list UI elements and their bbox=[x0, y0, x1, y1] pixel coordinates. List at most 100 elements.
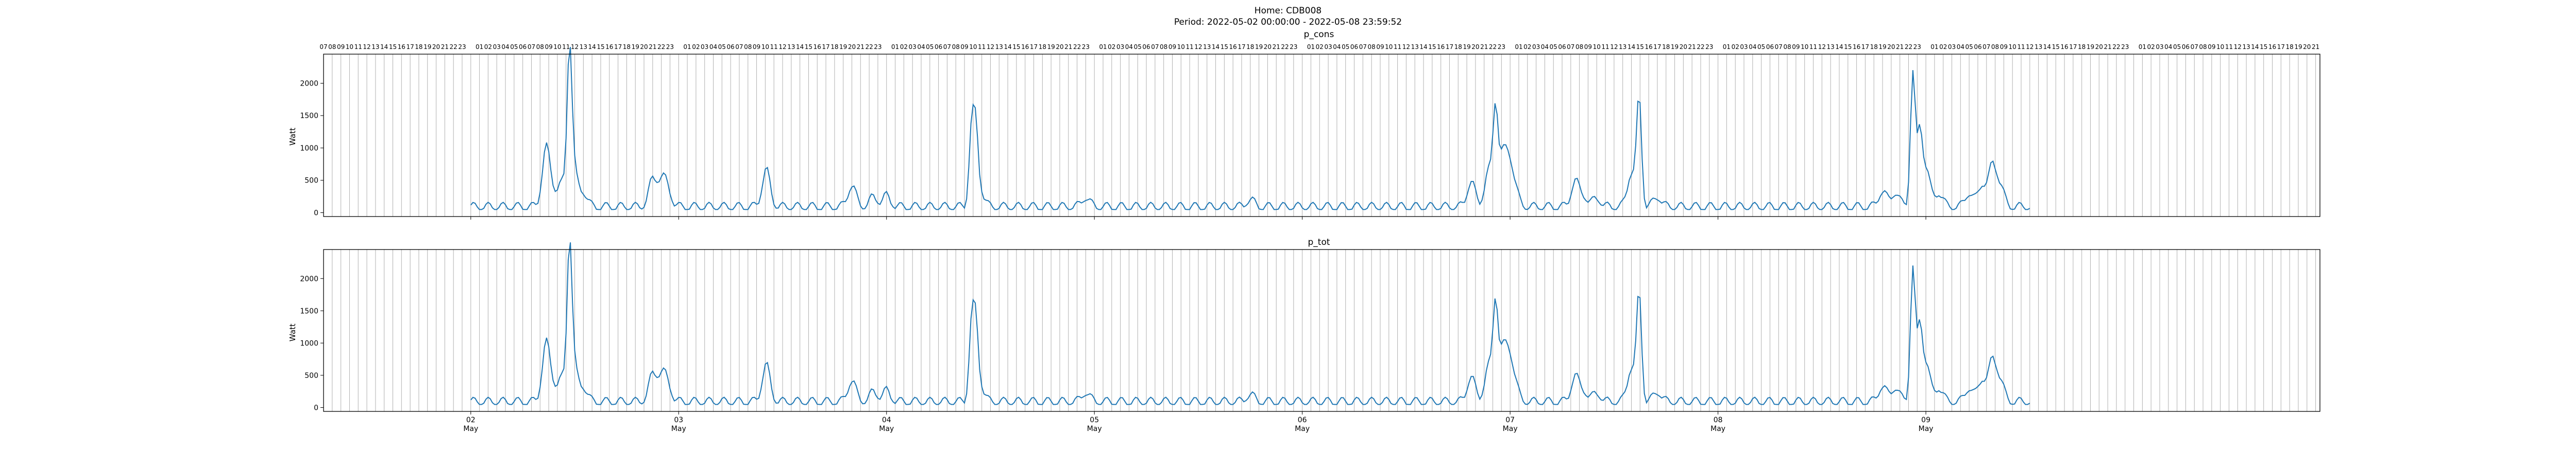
hour-tick-label: 22 bbox=[1697, 43, 1704, 51]
hour-tick-label: 04 bbox=[1125, 43, 1133, 51]
hour-tick-label: 02 bbox=[692, 43, 700, 51]
hour-tick-label: 10 bbox=[761, 43, 769, 51]
hour-tick-label: 16 bbox=[1021, 43, 1029, 51]
hour-tick-label: 23 bbox=[2121, 43, 2129, 51]
y-tick-label: 0 bbox=[314, 209, 318, 217]
hour-tick-label: 13 bbox=[1827, 43, 1835, 51]
hour-tick-label: 05 bbox=[718, 43, 726, 51]
chart-panel-p-cons: p_cons Watt 07 08 09 10 11 12 13 14 15 16 17 18 19 20… bbox=[288, 29, 2320, 220]
hour-tick-label: 07 bbox=[735, 43, 743, 51]
hour-tick-label: 22 bbox=[1905, 43, 1912, 51]
hour-tick-label: 02 bbox=[1523, 43, 1531, 51]
hour-tick-label: 08 bbox=[1368, 43, 1376, 51]
date-tick-label-day: 08 bbox=[1714, 416, 1723, 424]
y-tick-label: 500 bbox=[304, 372, 318, 380]
hour-tick-label: 06 bbox=[935, 43, 942, 51]
hour-tick-label: 05 bbox=[926, 43, 934, 51]
chart-title-p-cons: p_cons bbox=[1304, 29, 1334, 40]
hour-tick-label: 23 bbox=[1913, 43, 1921, 51]
hour-tick-label: 05 bbox=[1550, 43, 1557, 51]
hour-tick-label: 03 bbox=[909, 43, 917, 51]
hour-tick-label: 14 bbox=[1212, 43, 1219, 51]
hour-tick-label: 12 bbox=[778, 43, 786, 51]
hour-tick-label: 10 bbox=[553, 43, 561, 51]
date-tick-label-month: May bbox=[1710, 425, 1725, 433]
hour-tick-label: 02 bbox=[1939, 43, 1947, 51]
series-line-p_cons bbox=[470, 47, 2030, 210]
hour-tick-label: 02 bbox=[1108, 43, 1115, 51]
date-tick-label-day: 02 bbox=[466, 416, 476, 424]
hour-tick-label: 20 bbox=[1264, 43, 1272, 51]
hour-tick-label: 01 bbox=[1515, 43, 1522, 51]
hour-tick-label: 06 bbox=[1974, 43, 1981, 51]
hour-tick-label: 17 bbox=[1446, 43, 1453, 51]
hour-tick-label: 12 bbox=[1610, 43, 1618, 51]
hour-tick-label: 15 bbox=[1636, 43, 1644, 51]
hour-tick-label: 18 bbox=[2078, 43, 2086, 51]
date-tick-label-month: May bbox=[463, 425, 478, 433]
hour-tick-label: 04 bbox=[2164, 43, 2172, 51]
hour-tick-label: 11 bbox=[1185, 43, 1193, 51]
hour-tick-label: 15 bbox=[1844, 43, 1852, 51]
hour-tick-label: 18 bbox=[1662, 43, 1670, 51]
hour-tick-label: 06 bbox=[1350, 43, 1358, 51]
hour-tick-label: 16 bbox=[1229, 43, 1237, 51]
hour-tick-label: 08 bbox=[1160, 43, 1167, 51]
hour-tick-label: 06 bbox=[726, 43, 734, 51]
hour-tick-label: 01 bbox=[891, 43, 899, 51]
hour-tick-label: 02 bbox=[1732, 43, 1739, 51]
hour-tick-label: 15 bbox=[2052, 43, 2060, 51]
hour-tick-label: 04 bbox=[1749, 43, 1756, 51]
figure-title-home: Home: CDB008 bbox=[1255, 6, 1321, 16]
hour-tick-label: 11 bbox=[978, 43, 986, 51]
hour-tick-label: 19 bbox=[2087, 43, 2094, 51]
hour-tick-label: 17 bbox=[2069, 43, 2077, 51]
hour-tick-label: 14 bbox=[796, 43, 804, 51]
hour-tick-label: 19 bbox=[1463, 43, 1470, 51]
hour-tick-label: 09 bbox=[753, 43, 760, 51]
hour-tick-label: 01 bbox=[683, 43, 691, 51]
hour-tick-label: 07 bbox=[319, 43, 327, 51]
hour-tick-label: 06 bbox=[1142, 43, 1150, 51]
hour-tick-label: 05 bbox=[2173, 43, 2181, 51]
hour-tick-label: 14 bbox=[1835, 43, 1843, 51]
hour-tick-label: 11 bbox=[562, 43, 570, 51]
hour-tick-label: 19 bbox=[839, 43, 847, 51]
hour-tick-label: 10 bbox=[1177, 43, 1185, 51]
hour-tick-label: 14 bbox=[588, 43, 596, 51]
hour-tick-label: 17 bbox=[822, 43, 829, 51]
hour-tick-label: 07 bbox=[528, 43, 535, 51]
hour-tick-label: 11 bbox=[354, 43, 362, 51]
hour-tick-label: 01 bbox=[1930, 43, 1938, 51]
hour-tick-label: 23 bbox=[666, 43, 674, 51]
hour-tick-label: 07 bbox=[1151, 43, 1159, 51]
hour-tick-label: 11 bbox=[2017, 43, 2025, 51]
date-tick-label-day: 04 bbox=[882, 416, 891, 424]
hour-tick-label: 13 bbox=[1411, 43, 1419, 51]
date-tick-label-month: May bbox=[1919, 425, 1934, 433]
hour-tick-label: 13 bbox=[787, 43, 795, 51]
hour-tick-label: 20 bbox=[1887, 43, 1895, 51]
hour-tick-label: 05 bbox=[510, 43, 518, 51]
chart-panel-p-tot: p_tot Watt 050010001500200002May03May04M… bbox=[288, 237, 2320, 433]
hour-tick-label: 03 bbox=[1532, 43, 1540, 51]
hour-tick-label: 23 bbox=[458, 43, 466, 51]
hour-tick-label: 12 bbox=[1402, 43, 1410, 51]
hour-tick-label: 03 bbox=[2156, 43, 2163, 51]
hour-tick-label: 15 bbox=[597, 43, 604, 51]
hour-tick-label: 20 bbox=[2095, 43, 2103, 51]
hour-tick-label: 22 bbox=[1073, 43, 1081, 51]
hour-tick-label: 20 bbox=[1680, 43, 1687, 51]
hour-tick-label: 08 bbox=[1783, 43, 1791, 51]
y-tick-label: 1500 bbox=[300, 307, 318, 316]
hour-tick-label: 21 bbox=[1896, 43, 1904, 51]
date-tick-label-day: 06 bbox=[1298, 416, 1307, 424]
hour-tick-label: 03 bbox=[1324, 43, 1332, 51]
hour-tick-label: 18 bbox=[831, 43, 838, 51]
hour-tick-label: 17 bbox=[1861, 43, 1869, 51]
hour-tick-label: 15 bbox=[1221, 43, 1228, 51]
hour-tick-label: 21 bbox=[857, 43, 865, 51]
hour-tick-label: 19 bbox=[423, 43, 431, 51]
hour-tick-label: 08 bbox=[1575, 43, 1583, 51]
